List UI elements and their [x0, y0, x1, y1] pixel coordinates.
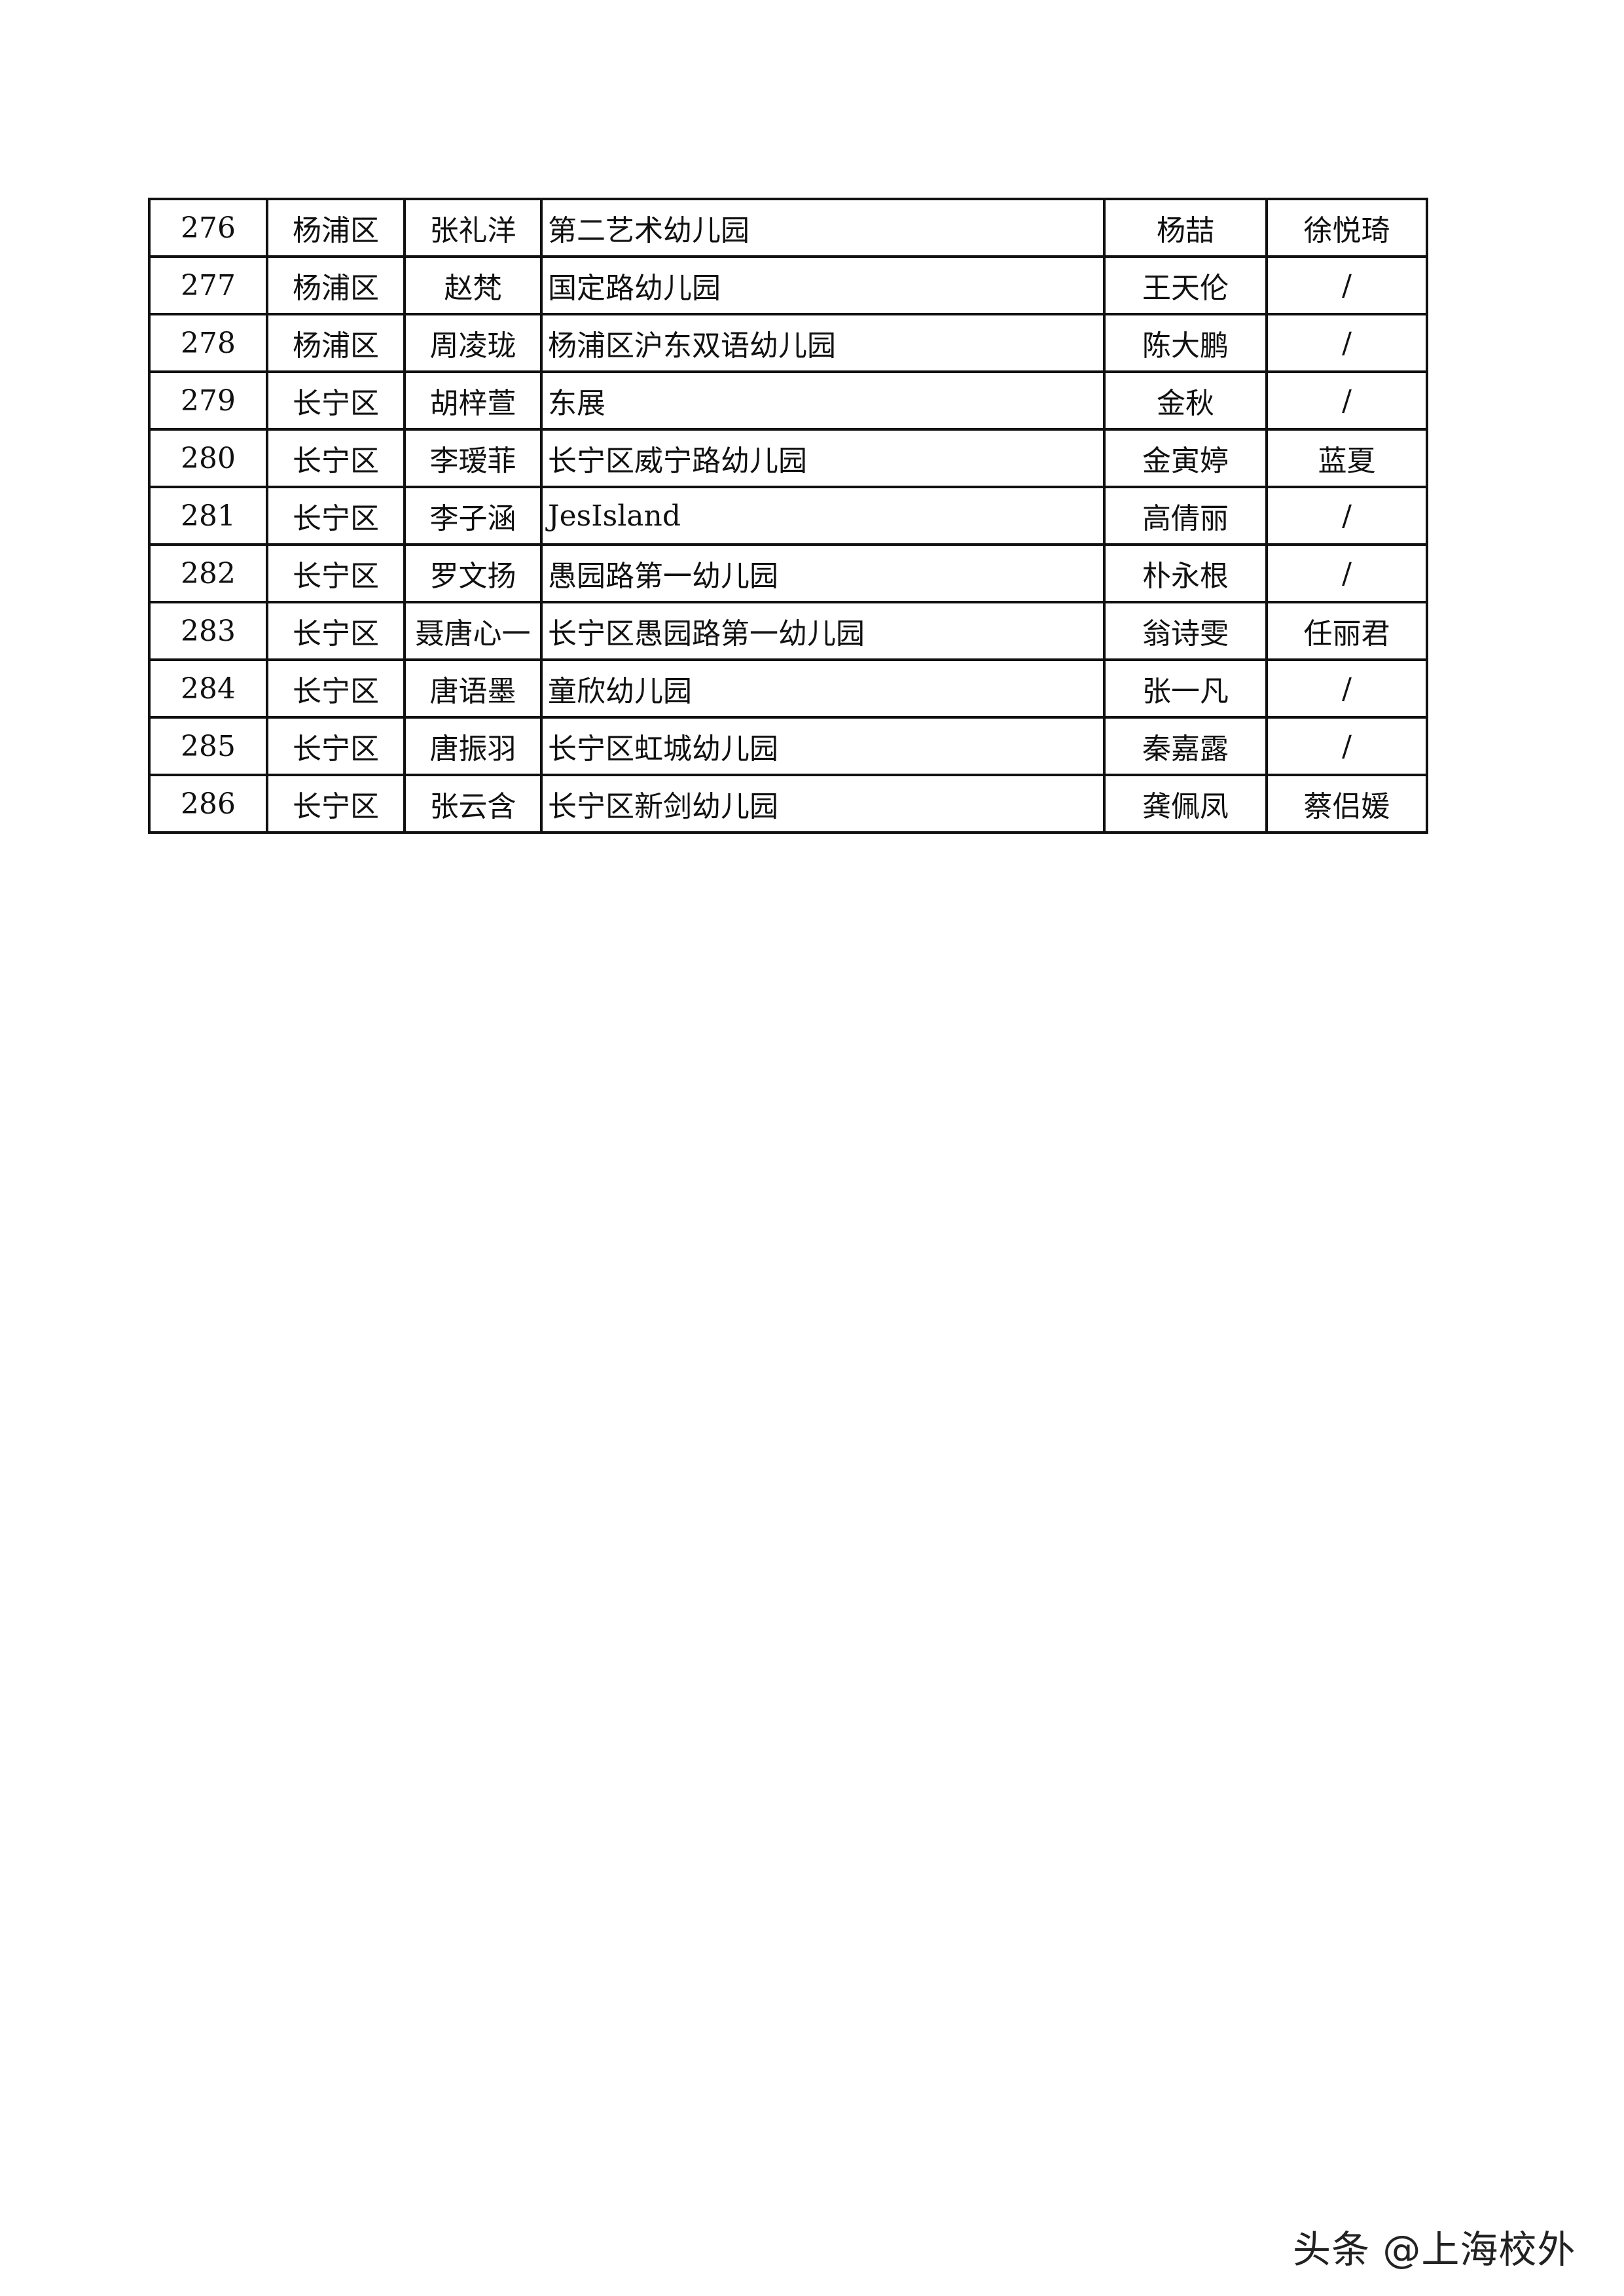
teacher-name-cell: 高倩丽 [1103, 486, 1268, 546]
second-teacher-name-cell: / [1265, 370, 1428, 431]
table-row: 281 长宁区 李子涵 JesIsland 高倩丽 / [148, 486, 1428, 546]
student-name-cell: 李子涵 [403, 486, 543, 546]
school-name-cell: 长宁区威宁路幼儿园 [540, 428, 1106, 488]
row-number-cell: 282 [148, 543, 268, 603]
row-number-cell: 286 [148, 774, 268, 834]
second-teacher-name-cell: / [1265, 313, 1428, 373]
school-name-cell: 童欣幼儿园 [540, 658, 1106, 719]
table-row: 280 长宁区 李瑷菲 长宁区威宁路幼儿园 金寅婷 蓝夏 [148, 428, 1428, 488]
second-teacher-name-cell: 蓝夏 [1265, 428, 1428, 488]
school-name-cell: JesIsland [540, 486, 1106, 546]
district-cell: 长宁区 [266, 486, 406, 546]
district-cell: 长宁区 [266, 601, 406, 661]
results-table: 276 杨浦区 张礼洋 第二艺术幼儿园 杨喆 徐悦琦 277 杨浦区 赵梵 国定路幼儿园 王天伦/2… [148, 198, 1428, 834]
school-name-cell: 第二艺术幼儿园 [540, 198, 1106, 258]
second-teacher-name-cell: / [1265, 658, 1428, 719]
teacher-name-cell: 陈大鹏 [1103, 313, 1268, 373]
teacher-name-cell: 杨喆 [1103, 198, 1268, 258]
district-cell: 长宁区 [266, 774, 406, 834]
second-teacher-name-cell: / [1265, 716, 1428, 776]
teacher-name-cell: 翁诗雯 [1103, 601, 1268, 661]
school-name-cell: 杨浦区沪东双语幼儿园 [540, 313, 1106, 373]
table-row: 285 长宁区 唐振羽 长宁区虹城幼儿园 秦嘉露 / [148, 716, 1428, 776]
second-teacher-name-cell: 任丽君 [1265, 601, 1428, 661]
table-row: 279 长宁区 胡梓萱 东展 金秋 / [148, 370, 1428, 431]
teacher-name-cell: 秦嘉露 [1103, 716, 1268, 776]
student-name-cell: 胡梓萱 [403, 370, 543, 431]
table-row: 278 杨浦区 周凌珑 杨浦区沪东双语幼儿园 陈大鹏 / [148, 313, 1428, 373]
student-name-cell: 罗文扬 [403, 543, 543, 603]
district-cell: 杨浦区 [266, 313, 406, 373]
row-number-cell: 279 [148, 370, 268, 431]
table-row: 283 长宁区 聂唐心一 长宁区愚园路第一幼儿园 翁诗雯 任丽君 [148, 601, 1428, 661]
table-row: 282 长宁区 罗文扬 愚园路第一幼儿园 朴永根 / [148, 543, 1428, 603]
student-name-cell: 李瑷菲 [403, 428, 543, 488]
second-teacher-name-cell: 徐悦琦 [1265, 198, 1428, 258]
second-teacher-name-cell: / [1265, 543, 1428, 603]
table-row: 277 杨浦区 赵梵 国定路幼儿园 王天伦 / [148, 255, 1428, 315]
teacher-name-cell: 张一凡 [1103, 658, 1268, 719]
district-cell: 长宁区 [266, 658, 406, 719]
teacher-name-cell: 王天伦 [1103, 255, 1268, 315]
student-name-cell: 张云含 [403, 774, 543, 834]
district-cell: 长宁区 [266, 543, 406, 603]
table-row: 284 长宁区 唐语墨 童欣幼儿园 张一凡 / [148, 658, 1428, 719]
row-number-cell: 280 [148, 428, 268, 488]
row-number-cell: 278 [148, 313, 268, 373]
student-name-cell: 唐语墨 [403, 658, 543, 719]
district-cell: 长宁区 [266, 428, 406, 488]
student-name-cell: 赵梵 [403, 255, 543, 315]
district-cell: 长宁区 [266, 716, 406, 776]
row-number-cell: 277 [148, 255, 268, 315]
teacher-name-cell: 朴永根 [1103, 543, 1268, 603]
student-name-cell: 聂唐心一 [403, 601, 543, 661]
table-row: 286 长宁区 张云含 长宁区新剑幼儿园 龚佩凤 蔡侣媛 [148, 774, 1428, 834]
teacher-name-cell: 金秋 [1103, 370, 1268, 431]
second-teacher-name-cell: / [1265, 255, 1428, 315]
school-name-cell: 国定路幼儿园 [540, 255, 1106, 315]
watermark: 头条 @上海校外 [1293, 2227, 1576, 2272]
student-name-cell: 张礼洋 [403, 198, 543, 258]
student-name-cell: 唐振羽 [403, 716, 543, 776]
row-number-cell: 285 [148, 716, 268, 776]
table-row: 276 杨浦区 张礼洋 第二艺术幼儿园 杨喆 徐悦琦 [148, 198, 1428, 258]
district-cell: 杨浦区 [266, 198, 406, 258]
row-number-cell: 276 [148, 198, 268, 258]
school-name-cell: 长宁区虹城幼儿园 [540, 716, 1106, 776]
district-cell: 杨浦区 [266, 255, 406, 315]
school-name-cell: 长宁区愚园路第一幼儿园 [540, 601, 1106, 661]
teacher-name-cell: 金寅婷 [1103, 428, 1268, 488]
student-name-cell: 周凌珑 [403, 313, 543, 373]
row-number-cell: 283 [148, 601, 268, 661]
school-name-cell: 东展 [540, 370, 1106, 431]
teacher-name-cell: 龚佩凤 [1103, 774, 1268, 834]
district-cell: 长宁区 [266, 370, 406, 431]
second-teacher-name-cell: / [1265, 486, 1428, 546]
school-name-cell: 愚园路第一幼儿园 [540, 543, 1106, 603]
second-teacher-name-cell: 蔡侣媛 [1265, 774, 1428, 834]
school-name-cell: 长宁区新剑幼儿园 [540, 774, 1106, 834]
row-number-cell: 284 [148, 658, 268, 719]
row-number-cell: 281 [148, 486, 268, 546]
